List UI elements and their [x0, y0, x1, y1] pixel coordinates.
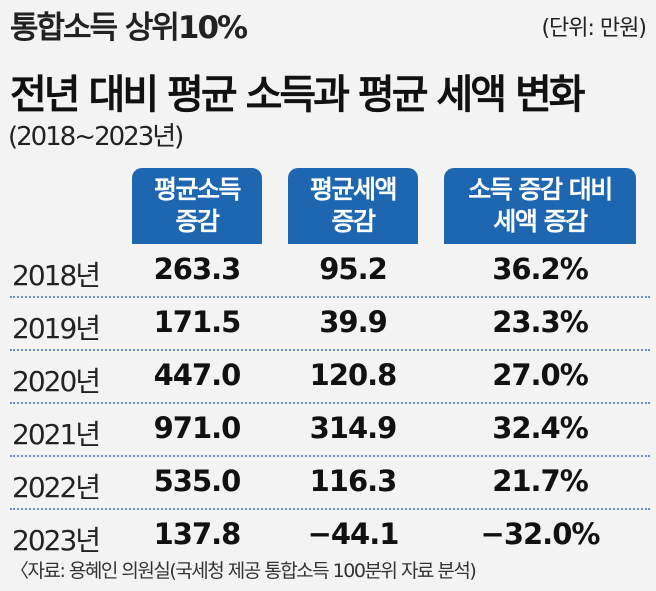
column-header-ratio: 소득 증감 대비 세액 증감 — [444, 168, 636, 244]
row-year-label: 2022년 — [12, 471, 101, 504]
tax-change-cell: 95.2 — [319, 252, 388, 286]
table-row: 2022년 535.0 116.3 21.7% — [10, 456, 650, 510]
table-row: 2023년 137.8 −44.1 −32.0% — [10, 509, 650, 563]
table-row: 2018년 263.3 95.2 36.2% — [10, 244, 650, 298]
period-label: (2018~2023년) — [8, 122, 184, 152]
income-change-cell: 171.5 — [153, 305, 242, 339]
unit-label: (단위: 만원) — [541, 16, 647, 41]
income-change-cell: 971.0 — [153, 411, 242, 445]
row-divider — [10, 455, 650, 457]
column-header-ratio-label: 소득 증감 대비 세액 증감 — [468, 175, 613, 236]
table-row: 2020년 447.0 120.8 27.0% — [10, 350, 650, 404]
tax-change-cell: 39.9 — [319, 305, 388, 339]
income-change-cell: 535.0 — [153, 464, 242, 498]
row-divider — [10, 402, 650, 404]
table-row: 2019년 171.5 39.9 23.3% — [10, 297, 650, 351]
ratio-cell: 23.3% — [492, 305, 589, 339]
row-year-label: 2020년 — [12, 365, 101, 398]
column-header-income-label: 평균소득 증감 — [153, 175, 242, 236]
row-year-label: 2021년 — [12, 418, 101, 451]
ratio-cell: −32.0% — [480, 517, 601, 551]
row-divider — [10, 349, 650, 351]
column-header-tax-label: 평균세액 증감 — [309, 175, 398, 236]
row-year-label: 2018년 — [12, 259, 101, 292]
column-header-income: 평균소득 증감 — [132, 168, 262, 244]
ratio-cell: 36.2% — [492, 252, 589, 286]
row-divider — [10, 508, 650, 510]
top-line: 통합소득 상위10% (단위: 만원) — [10, 2, 647, 46]
tax-change-cell: 120.8 — [309, 358, 398, 392]
ratio-cell: 32.4% — [492, 411, 589, 445]
column-header-tax: 평균세액 증감 — [288, 168, 418, 244]
tax-change-cell: 314.9 — [309, 411, 398, 445]
chart-title: 전년 대비 평균 소득과 평균 세액 변화 — [10, 72, 586, 118]
income-change-cell: 137.8 — [153, 517, 242, 551]
table-row: 2021년 971.0 314.9 32.4% — [10, 403, 650, 457]
chart-subtitle: 통합소득 상위10% — [10, 10, 248, 46]
row-year-label: 2023년 — [12, 524, 101, 557]
source-note: 〈자료: 용혜인 의원실(국세청 제공 통합소득 100분위 자료 분석) — [10, 560, 477, 582]
income-change-cell: 447.0 — [153, 358, 242, 392]
income-change-cell: 263.3 — [153, 252, 242, 286]
ratio-cell: 27.0% — [492, 358, 589, 392]
row-year-label: 2019년 — [12, 312, 101, 345]
row-divider — [10, 296, 650, 298]
tax-change-cell: 116.3 — [309, 464, 398, 498]
ratio-cell: 21.7% — [492, 464, 589, 498]
tax-change-cell: −44.1 — [307, 517, 400, 551]
